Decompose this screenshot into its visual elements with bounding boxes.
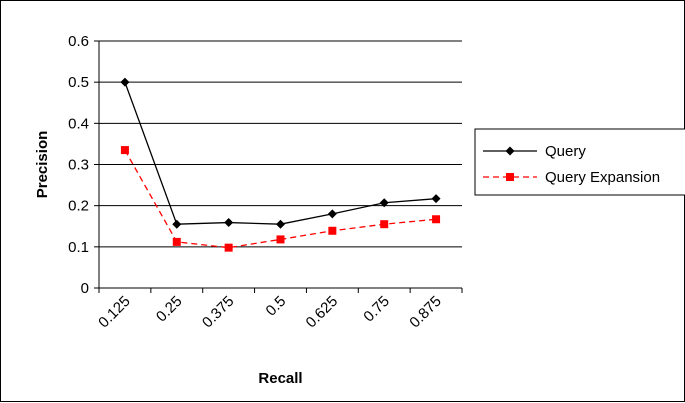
data-point xyxy=(120,146,129,155)
y-tick-label: 0.2 xyxy=(68,198,89,215)
y-tick-label: 0.6 xyxy=(68,33,89,50)
data-point xyxy=(327,209,337,219)
x-tick-label: 0.5 xyxy=(263,293,290,320)
data-point xyxy=(172,237,181,246)
y-tick-label: 0.1 xyxy=(68,239,89,256)
legend-marker xyxy=(505,146,515,156)
data-point xyxy=(432,215,441,224)
legend-box xyxy=(474,128,685,196)
legend-item: Query Expansion xyxy=(483,169,660,186)
legend-label: Query Expansion xyxy=(545,169,660,186)
y-tick-label: 0 xyxy=(81,280,89,297)
data-point xyxy=(431,194,441,204)
data-point xyxy=(120,77,130,87)
y-axis-title: Precision xyxy=(34,131,51,199)
data-point xyxy=(172,219,182,229)
series-line xyxy=(124,81,437,225)
data-point xyxy=(224,218,234,228)
data-point xyxy=(276,235,285,244)
x-tick-label: 0.75 xyxy=(360,293,393,326)
y-tick-label: 0.5 xyxy=(68,74,89,91)
data-point xyxy=(224,243,233,252)
data-point xyxy=(328,226,337,235)
legend-marker xyxy=(506,173,514,181)
x-tick-label: 0.875 xyxy=(406,293,445,332)
legend-item: Query xyxy=(483,143,586,160)
x-tick-label: 0.125 xyxy=(95,293,134,332)
data-point xyxy=(379,198,389,208)
data-point xyxy=(380,220,389,229)
y-tick-label: 0.4 xyxy=(68,115,89,132)
x-tick-label: 0.375 xyxy=(199,293,238,332)
x-tick-label: 0.25 xyxy=(153,293,186,326)
y-tick-label: 0.3 xyxy=(68,157,89,174)
series-1 xyxy=(120,146,441,252)
x-tick-label: 0.625 xyxy=(303,293,342,332)
legend: Query Query Expansion xyxy=(474,128,685,196)
data-point xyxy=(276,219,285,229)
legend-label: Query xyxy=(545,143,586,160)
series-0 xyxy=(120,77,441,229)
x-axis-title: Recall xyxy=(258,370,302,387)
